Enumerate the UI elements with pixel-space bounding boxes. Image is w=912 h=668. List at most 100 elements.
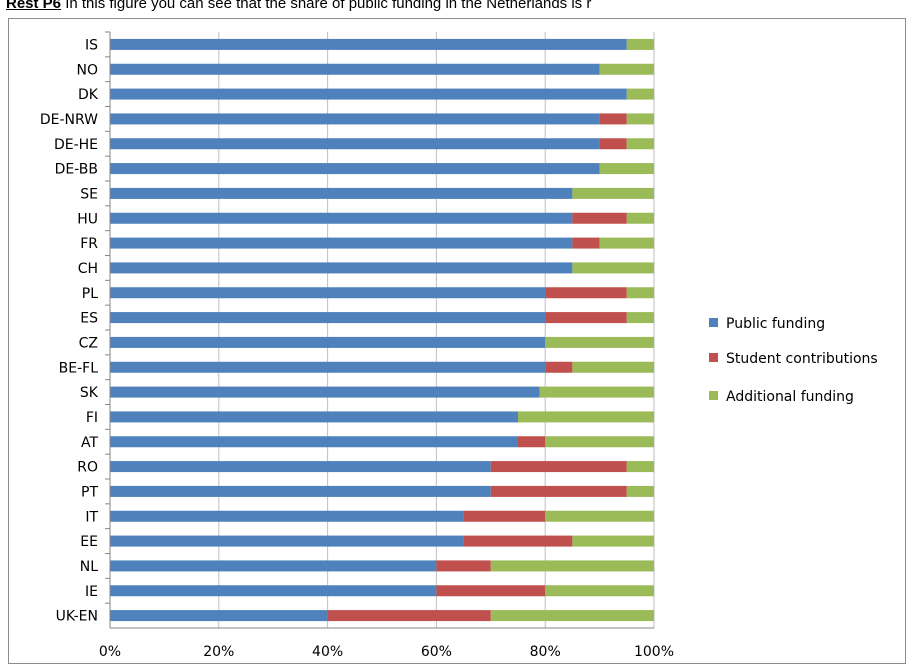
bar-segment [490, 560, 654, 572]
stacked-bar-chart: IS NO DK DE-NRW DE-HE DE-BB SE HU FR CH PL ES CZ BE-F… [40, 31, 878, 660]
bar-segment [572, 535, 654, 547]
bar-segment [545, 361, 573, 373]
bar-segment [626, 88, 654, 100]
bar-segment [110, 187, 573, 199]
bar-segment [110, 88, 627, 100]
bar-segment [110, 610, 328, 622]
category-label: IE [85, 584, 98, 600]
figure-caption: Rest P6 In this figure you can see that … [6, 0, 591, 12]
bar-segment [110, 386, 540, 398]
bar-segment [110, 237, 573, 249]
x-tick-labels: 0% 20% 40% 60% 80% 100% [99, 644, 674, 660]
bar-segment [545, 585, 654, 597]
bar-segment [436, 560, 491, 572]
category-label: EE [80, 534, 98, 550]
bar-segment [463, 510, 546, 522]
category-label: SE [80, 186, 98, 202]
legend-swatch [709, 391, 718, 400]
category-label: PL [82, 286, 98, 302]
category-label: UK-EN [56, 609, 98, 625]
legend-label: Public funding [726, 316, 825, 332]
bar-segment [626, 138, 654, 150]
bar-segment [626, 38, 654, 50]
bar-segment [110, 535, 464, 547]
bar-segment [518, 436, 546, 448]
category-label: AT [81, 435, 98, 451]
bar-segment [490, 610, 654, 622]
legend-label: Student contributions [726, 351, 878, 367]
category-label: CZ [79, 335, 98, 351]
bar-segment [110, 560, 437, 572]
legend-label: Additional funding [726, 389, 854, 405]
bar-segment [110, 510, 464, 522]
bar-segment [545, 510, 654, 522]
bar-segment [539, 386, 654, 398]
legend-swatch [709, 353, 718, 362]
bar-segment [110, 312, 546, 324]
bar-segment [110, 262, 573, 274]
legend: Public funding Student contributions Addit… [709, 316, 878, 405]
bars [110, 38, 654, 622]
category-labels: IS NO DK DE-NRW DE-HE DE-BB SE HU FR CH PL ES CZ BE-F… [40, 37, 99, 624]
x-tick-label: 100% [634, 644, 674, 660]
category-label: IS [85, 37, 98, 53]
bar-segment [110, 361, 546, 373]
bar-segment [572, 361, 654, 373]
bar-segment [599, 138, 627, 150]
category-label: DE-NRW [40, 112, 98, 128]
bar-segment [110, 411, 518, 423]
bar-segment [110, 585, 437, 597]
x-tick-label: 80% [530, 644, 561, 660]
category-label: DE-BB [55, 162, 98, 178]
bar-segment [110, 212, 573, 224]
category-label: DK [78, 87, 99, 103]
category-label: CH [78, 261, 98, 277]
category-label: IT [85, 509, 98, 525]
bar-segment [572, 187, 654, 199]
bar-segment [110, 336, 546, 348]
bar-segment [599, 163, 654, 175]
x-tick-label: 60% [421, 644, 452, 660]
bar-segment [110, 138, 600, 150]
category-label: SK [80, 385, 99, 401]
bar-segment [110, 38, 627, 50]
bar-segment [110, 63, 600, 75]
category-label: PT [81, 484, 98, 500]
bar-segment [572, 262, 654, 274]
category-label: NO [77, 62, 99, 78]
x-tick-label: 40% [312, 644, 343, 660]
bar-segment [545, 312, 627, 324]
bar-segment [599, 237, 654, 249]
bar-segment [626, 485, 654, 497]
category-label: FI [86, 410, 98, 426]
bar-segment [327, 610, 491, 622]
chart-frame: IS NO DK DE-NRW DE-HE DE-BB SE HU FR CH PL ES CZ BE-F… [8, 18, 906, 664]
category-label: HU [77, 211, 98, 227]
grid-lines [218, 32, 655, 628]
caption-text: In this figure you can see that the shar… [61, 0, 592, 12]
bar-segment [626, 461, 654, 473]
x-tick-label: 0% [99, 644, 121, 660]
category-label: RO [77, 460, 98, 476]
bar-segment [626, 212, 654, 224]
caption-label: Rest P6 [6, 0, 62, 12]
bar-segment [463, 535, 573, 547]
bar-segment [545, 336, 654, 348]
bar-segment [626, 113, 654, 125]
bar-segment [599, 63, 654, 75]
bar-segment [626, 287, 654, 299]
bar-segment [490, 461, 627, 473]
bar-segment [572, 237, 600, 249]
bar-segment [599, 113, 627, 125]
x-tick-label: 20% [203, 644, 234, 660]
bar-segment [545, 287, 627, 299]
bar-segment [110, 113, 600, 125]
bar-segment [626, 312, 654, 324]
bar-segment [110, 485, 491, 497]
bar-segment [110, 163, 600, 175]
bar-segment [110, 436, 518, 448]
category-label: DE-HE [54, 137, 98, 153]
bar-segment [545, 436, 654, 448]
bar-segment [110, 461, 491, 473]
bar-segment [518, 411, 654, 423]
